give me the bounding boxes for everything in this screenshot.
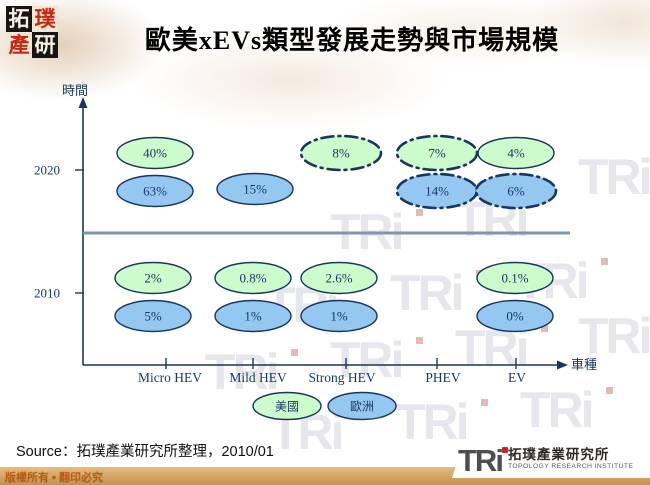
marker-ellipse: 2.6%: [300, 261, 378, 295]
x-axis-arrow-icon: [557, 360, 568, 370]
svg-text:0%: 0%: [506, 309, 524, 324]
marker-ellipse: 6%: [474, 172, 558, 210]
copyright-text: 版權所有 ▪ 翻印必究: [5, 472, 104, 484]
marker-ellipse: 2%: [114, 261, 192, 295]
svg-text:歐洲: 歐洲: [350, 399, 374, 414]
tri-logo-names: 拓璞產業研究所 TOPOLOGY RESEARCH INSTITUTE: [508, 445, 633, 471]
marker-ellipse: 0%: [476, 299, 554, 333]
marker-ellipse: 0.8%: [214, 261, 292, 295]
x-category-label: Micro HEV: [138, 370, 202, 385]
svg-text:0.1%: 0.1%: [501, 271, 528, 286]
x-category-label: PHEV: [425, 370, 461, 385]
source-note: Source：拓璞產業研究所整理，2010/01: [16, 444, 274, 460]
x-axis-title: 車種: [571, 357, 597, 373]
company-logo: 拓 璞 產 研: [6, 6, 58, 58]
logo-char: 璞: [32, 6, 58, 32]
logo-char: 拓: [6, 6, 32, 32]
svg-text:6%: 6%: [507, 184, 525, 199]
marker-ellipse: 0.1%: [476, 261, 554, 295]
svg-text:1%: 1%: [244, 309, 262, 324]
marker-ellipse: 14%: [395, 172, 479, 210]
logo-char: 研: [32, 32, 58, 58]
svg-text:1%: 1%: [330, 309, 348, 324]
legend-item-us: 美國: [252, 391, 322, 421]
tri-logo-name-en: TOPOLOGY RESEARCH INSTITUTE: [507, 463, 634, 470]
svg-text:2%: 2%: [144, 271, 162, 286]
svg-text:5%: 5%: [144, 309, 162, 324]
svg-text:40%: 40%: [143, 146, 167, 161]
legend: 美國 歐洲: [252, 391, 397, 421]
y-axis-arrow-icon: [78, 97, 88, 108]
marker-ellipse: 8%: [299, 134, 383, 172]
marker-ellipse: 4%: [477, 136, 555, 170]
svg-text:8%: 8%: [332, 146, 350, 161]
x-category-label: EV: [508, 370, 526, 385]
marker-ellipse: 40%: [116, 136, 194, 170]
x-category-label: Strong HEV: [308, 370, 375, 385]
svg-text:63%: 63%: [143, 184, 167, 199]
tri-logo: TRi 拓璞產業研究所 TOPOLOGY RESEARCH INSTITUTE: [458, 445, 648, 479]
marker-ellipse: 1%: [214, 299, 292, 333]
marker-ellipse: 1%: [300, 299, 378, 333]
svg-text:7%: 7%: [428, 146, 446, 161]
page-title: 歐美xEVs類型發展走勢與市場規模: [144, 26, 560, 55]
marker-ellipse: 63%: [116, 174, 194, 208]
y-tick-label: 2010: [34, 286, 60, 301]
svg-text:14%: 14%: [425, 184, 449, 199]
tri-logo-text: TRi: [458, 445, 508, 477]
svg-text:美國: 美國: [275, 400, 299, 414]
marker-ellipse: 5%: [114, 299, 192, 333]
y-axis-title: 時間: [62, 84, 88, 99]
svg-text:0.8%: 0.8%: [239, 271, 266, 286]
marker-ellipse: 15%: [216, 172, 294, 206]
marker-ellipse: 7%: [395, 134, 479, 172]
svg-text:2.6%: 2.6%: [325, 271, 352, 286]
legend-item-eu: 歐洲: [327, 391, 397, 421]
svg-text:15%: 15%: [243, 182, 267, 197]
y-tick-label: 2020: [34, 163, 60, 178]
tri-logo-red-dot-icon: [502, 447, 508, 453]
logo-char: 產: [6, 32, 32, 58]
svg-text:4%: 4%: [507, 146, 525, 161]
x-category-label: Mild HEV: [229, 370, 287, 385]
tri-logo-name-zh: 拓璞產業研究所: [507, 447, 610, 463]
